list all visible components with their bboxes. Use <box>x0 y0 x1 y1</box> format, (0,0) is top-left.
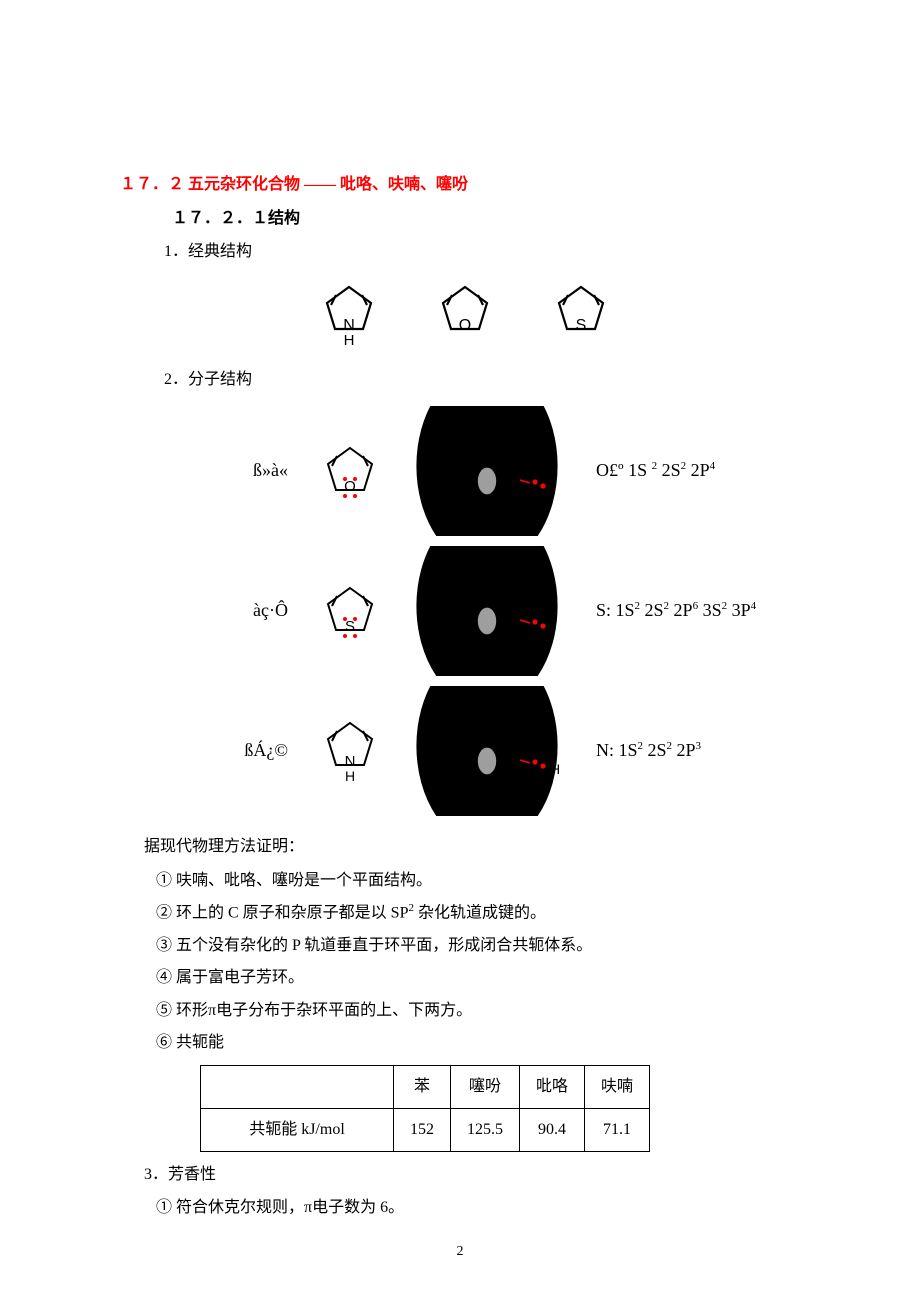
svg-text:H: H <box>345 768 355 784</box>
electron-config: N: 1S2 2S2 2P3 <box>596 733 701 767</box>
list-item: ② 环上的 C 原子和杂原子都是以 SP2 杂化轨道成键的。 <box>156 898 810 929</box>
molecule-label: àç·Ô <box>230 593 288 627</box>
aromaticity-point: ① 符合休克尔规则，π电子数为 6。 <box>156 1193 810 1223</box>
svg-text:S: S <box>576 317 587 334</box>
ring-structure-icon: S <box>322 582 378 640</box>
table-row-label: 共轭能 kJ/mol <box>201 1109 394 1152</box>
item-classical: 1．经典结构 <box>164 237 810 267</box>
table-header-cell: 呋喃 <box>585 1065 650 1108</box>
table-data-row: 共轭能 kJ/mol 152 125.5 90.4 71.1 <box>201 1109 650 1152</box>
svg-text:H: H <box>550 761 560 777</box>
table-header-blank <box>201 1065 394 1108</box>
table-header-cell: 苯 <box>394 1065 451 1108</box>
table-cell: 71.1 <box>585 1109 650 1152</box>
conjugation-energy-table: 苯 噻吩 吡咯 呋喃 共轭能 kJ/mol 152 125.5 90.4 71.… <box>200 1065 650 1153</box>
classical-structures-row: N H O S <box>120 281 810 347</box>
table-cell: 90.4 <box>520 1109 585 1152</box>
item-molecular: 2．分子结构 <box>164 365 810 395</box>
list-item: ① 呋喃、吡咯、噻吩是一个平面结构。 <box>156 866 810 896</box>
molecular-row: ß»à« O O£º 1S 2 2S2 2P4 <box>230 406 810 536</box>
electron-config: S: 1S2 2S2 2P6 3S2 3P4 <box>596 593 756 627</box>
orbital-diagram-icon: H <box>412 686 562 816</box>
list-item: ① 符合休克尔规则，π电子数为 6。 <box>156 1193 810 1223</box>
ring-structure-icon: O <box>322 442 378 500</box>
table-cell: 152 <box>394 1109 451 1152</box>
table-header-cell: 吡咯 <box>520 1065 585 1108</box>
points-list: ① 呋喃、吡咯、噻吩是一个平面结构。② 环上的 C 原子和杂原子都是以 SP2 … <box>156 866 810 1059</box>
pyrrole-structure-icon: N H <box>321 281 377 347</box>
subsection-title: １７．２．１结构 <box>172 204 810 234</box>
page-number: 2 <box>0 1239 920 1266</box>
svg-text:O: O <box>459 317 471 334</box>
proof-intro: 据现代物理方法证明： <box>144 832 810 862</box>
list-item: ④ 属于富电子芳环。 <box>156 963 810 993</box>
furan-structure-icon: O <box>437 281 493 337</box>
orbital-diagram-icon <box>412 546 562 676</box>
molecular-row: àç·Ô S S: 1S2 2S2 2P6 3S2 3P4 <box>230 546 810 676</box>
list-item: ⑤ 环形π电子分布于杂环平面的上、下两方。 <box>156 996 810 1026</box>
thiophene-structure-icon: S <box>553 281 609 337</box>
page: １７．２ 五元杂环化合物 —— 吡咯、呋喃、噻吩 １７．２．１结构 1．经典结构… <box>0 0 920 1300</box>
svg-text:H: H <box>344 332 355 347</box>
svg-text:S: S <box>345 618 355 635</box>
ring-structure-icon: N H <box>322 717 378 785</box>
table-header-cell: 噻吩 <box>451 1065 520 1108</box>
molecular-rows: ß»à« O O£º 1S 2 2S2 2P4 àç·Ô S <box>120 406 810 816</box>
item-aromaticity: 3．芳香性 <box>144 1160 810 1190</box>
orbital-diagram-icon <box>412 406 562 536</box>
section-title: １７．２ 五元杂环化合物 —— 吡咯、呋喃、噻吩 <box>120 170 810 200</box>
electron-config: O£º 1S 2 2S2 2P4 <box>596 453 715 487</box>
table-header-row: 苯 噻吩 吡咯 呋喃 <box>201 1065 650 1108</box>
molecule-label: ßÁ¿© <box>230 733 288 767</box>
molecular-row: ßÁ¿© N H H N: 1S2 2S2 2P3 <box>230 686 810 816</box>
table-cell: 125.5 <box>451 1109 520 1152</box>
list-item: ⑥ 共轭能 <box>156 1028 810 1058</box>
molecule-label: ß»à« <box>230 453 288 487</box>
list-item: ③ 五个没有杂化的 P 轨道垂直于环平面，形成闭合共轭体系。 <box>156 931 810 961</box>
